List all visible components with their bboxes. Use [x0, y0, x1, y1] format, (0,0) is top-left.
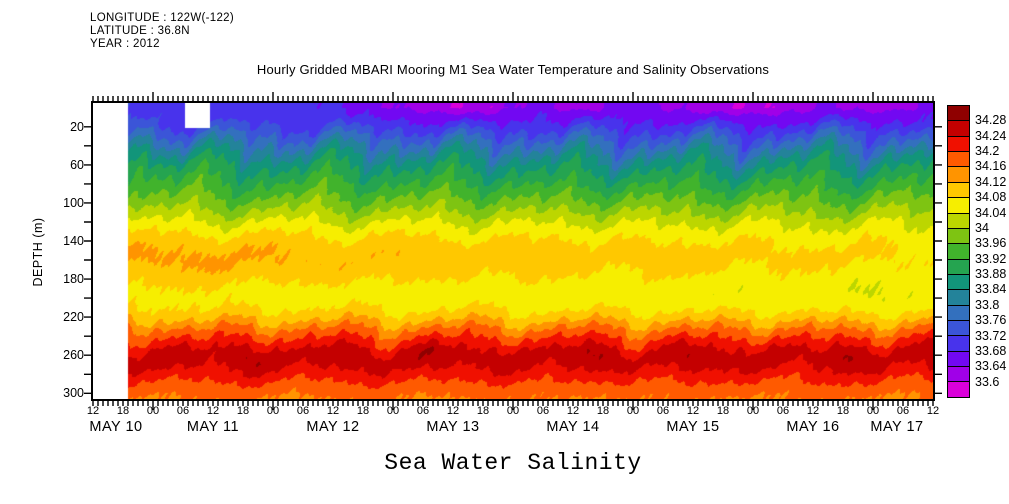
colorbar-segment	[948, 213, 969, 229]
hour-tick-label: 00	[626, 405, 640, 417]
depth-tick-label: 140	[63, 234, 84, 248]
hour-tick-label: 06	[416, 405, 430, 417]
colorbar-tick-label: 34.08	[975, 190, 1007, 205]
colorbar-segment	[948, 244, 969, 260]
hour-tick-label: 18	[356, 405, 370, 417]
hour-tick-label: 12	[206, 405, 220, 417]
day-label: MAY 15	[666, 419, 720, 435]
hour-tick-label: 06	[656, 405, 670, 417]
depth-tick-label: 100	[63, 195, 84, 210]
colorbar-segment	[948, 336, 969, 352]
salinity-heatmap	[93, 103, 933, 399]
day-label: MAY 17	[870, 419, 924, 435]
hour-tick-label: 06	[176, 405, 190, 417]
colorbar-segment	[948, 198, 969, 214]
header-info: LONGITUDE : 122W(-122) LATITUDE : 36.8N …	[90, 12, 234, 51]
colorbar-segment	[948, 274, 969, 291]
depth-tick-label: 60	[70, 157, 84, 172]
colorbar-segment	[948, 367, 969, 383]
hour-tick-label: 00	[386, 405, 400, 417]
hour-tick-label: 12	[926, 405, 940, 417]
hour-tick-label: 12	[806, 405, 820, 417]
colorbar-tick-label: 33.96	[975, 236, 1007, 251]
hour-tick-label: 18	[836, 405, 850, 417]
hour-tick-label: 06	[296, 405, 310, 417]
colorbar-segment	[948, 152, 969, 168]
colorbar-tick-label: 33.88	[975, 267, 1007, 282]
hour-tick-label: 12	[446, 405, 460, 417]
day-label: MAY 16	[786, 419, 840, 435]
hour-tick-label: 12	[686, 405, 700, 417]
hour-tick-label: 12	[326, 405, 340, 417]
colorbar-tick-label: 33.8	[975, 297, 1000, 312]
colorbar-tick-label: 33.84	[975, 282, 1007, 297]
hour-tick-label: 00	[266, 405, 280, 417]
colorbar-segment	[948, 121, 969, 137]
x-axis-title: Sea Water Salinity	[384, 450, 642, 476]
hour-tick-label: 00	[746, 405, 760, 417]
depth-tick-label: 300	[63, 386, 84, 401]
hour-tick-label: 18	[476, 405, 490, 417]
colorbar-tick-label: 34	[975, 220, 989, 235]
colorbar-tick-label: 33.92	[975, 251, 1007, 266]
hour-tick-label: 06	[896, 405, 910, 417]
depth-tick-label: 20	[70, 119, 84, 134]
y-axis-title: DEPTH (m)	[31, 217, 45, 287]
colorbar-segment	[948, 305, 969, 322]
hour-tick-label: 12	[86, 405, 100, 417]
day-label: MAY 10	[89, 419, 143, 435]
depth-tick-label: 260	[63, 348, 84, 363]
colorbar-tick-label: 34.16	[975, 159, 1007, 174]
colorbar-segment	[948, 182, 969, 199]
latitude-label: LATITUDE : 36.8N	[90, 25, 190, 37]
depth-tick-label: 180	[63, 272, 84, 287]
hour-tick-label: 00	[146, 405, 160, 417]
hour-tick-label: 18	[716, 405, 730, 417]
plot-title: Hourly Gridded MBARI Mooring M1 Sea Wate…	[256, 62, 770, 77]
day-label: MAY 11	[186, 419, 240, 435]
colorbar-segment	[948, 167, 969, 183]
hour-tick-label: 06	[536, 405, 550, 417]
colorbar-tick-label: 34.24	[975, 128, 1007, 143]
colorbar-tick-label: 33.6	[975, 374, 1000, 389]
colorbar-tick-label: 34.28	[975, 113, 1007, 128]
colorbar-tick-label: 33.76	[975, 313, 1007, 328]
colorbar-segment	[948, 136, 969, 153]
colorbar-segment	[948, 351, 969, 368]
colorbar-segment	[948, 259, 969, 275]
colorbar-tick-label: 33.68	[975, 343, 1007, 358]
longitude-label: LONGITUDE : 122W(-122)	[90, 12, 234, 24]
day-label: MAY 14	[546, 419, 600, 435]
colorbar-tick-label: 33.64	[975, 359, 1007, 374]
hour-tick-label: 18	[236, 405, 250, 417]
colorbar-segment	[948, 321, 969, 337]
colorbar-segment	[948, 228, 969, 245]
year-label: YEAR : 2012	[90, 38, 160, 50]
colorbar-tick-label: 34.2	[975, 144, 1000, 159]
hour-tick-label: 18	[596, 405, 610, 417]
day-label: MAY 12	[306, 419, 360, 435]
colorbar-segment	[948, 290, 969, 306]
colorbar-tick-label: 34.04	[975, 205, 1007, 220]
colorbar-segment	[948, 382, 969, 397]
hour-tick-label: 00	[866, 405, 880, 417]
hour-tick-label: 06	[776, 405, 790, 417]
depth-tick-label: 220	[63, 310, 84, 325]
hour-tick-label: 18	[116, 405, 130, 417]
day-label: MAY 13	[426, 419, 480, 435]
hour-tick-label: 12	[566, 405, 580, 417]
colorbar	[947, 105, 970, 398]
colorbar-segment	[948, 106, 969, 122]
colorbar-tick-label: 34.12	[975, 174, 1007, 189]
colorbar-tick-label: 33.72	[975, 328, 1007, 343]
hour-tick-label: 00	[506, 405, 520, 417]
